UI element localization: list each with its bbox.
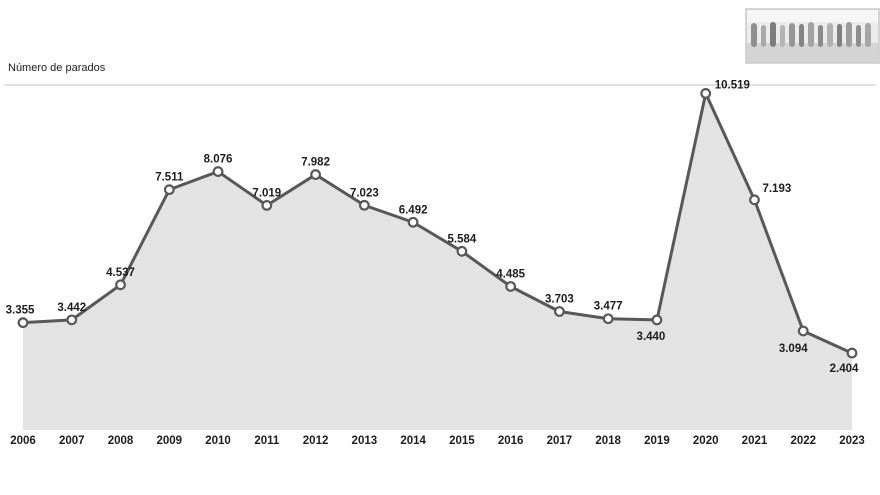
data-point-marker (115, 279, 126, 291)
data-point-label: 3.355 (6, 305, 35, 317)
unemployment-queue-photo (745, 8, 880, 64)
data-point-marker (554, 306, 565, 317)
data-point-label: 8.076 (204, 154, 233, 166)
x-axis-label: 2012 (303, 435, 329, 447)
data-point-label: 4.485 (496, 268, 525, 280)
data-point-marker (358, 199, 370, 211)
data-point-label: 5.584 (447, 233, 476, 245)
data-point-marker (505, 281, 517, 292)
x-axis-label: 2010 (205, 435, 231, 447)
data-point-marker (602, 313, 614, 325)
x-axis-label: 2020 (693, 435, 719, 447)
data-point-marker (700, 87, 712, 99)
data-point-label: 4.537 (106, 267, 135, 279)
data-point-label: 7.019 (252, 187, 281, 199)
x-axis-label: 2017 (547, 435, 573, 447)
chart-area-fill (23, 93, 852, 430)
x-axis-label: 2008 (108, 435, 134, 447)
data-point-label: 7.511 (155, 172, 184, 184)
data-point-marker (651, 314, 663, 326)
data-point-label: 7.982 (301, 157, 330, 169)
photo-frame (746, 9, 879, 63)
x-axis-label: 2006 (10, 435, 36, 447)
x-axis-label: 2011 (254, 435, 280, 447)
data-point-label: 3.094 (779, 343, 808, 355)
data-point-marker (66, 314, 78, 326)
chart-title: Número de parados (8, 62, 106, 74)
data-point-marker (846, 347, 858, 359)
x-axis-label: 2013 (352, 435, 378, 447)
data-point-marker (456, 245, 468, 257)
data-point-label: 2.404 (830, 363, 859, 375)
data-point-label: 7.193 (762, 183, 791, 195)
x-axis-label: 2009 (156, 435, 182, 447)
x-axis-label: 2021 (742, 435, 768, 447)
data-point-label: 3.442 (57, 302, 86, 314)
x-axis-label: 2022 (790, 435, 816, 447)
x-axis-label: 2018 (595, 435, 621, 447)
chart-line (21, 91, 854, 355)
data-point-label: 3.703 (545, 294, 574, 306)
x-axis-label: 2016 (498, 435, 524, 447)
data-point-marker (310, 169, 321, 180)
x-axis-label: 2019 (644, 435, 670, 447)
data-point-label: 7.023 (350, 187, 379, 199)
data-point-label: 3.477 (594, 301, 623, 313)
photo-sky (746, 9, 879, 22)
data-point-label: 6.492 (399, 204, 428, 216)
data-point-marker (261, 199, 273, 211)
data-point-label: 10.519 (715, 79, 750, 91)
data-point-marker (797, 325, 809, 337)
data-point-marker (17, 317, 29, 329)
data-point-marker (749, 194, 760, 206)
x-axis-label: 2007 (59, 435, 85, 447)
x-axis-label: 2015 (449, 435, 475, 447)
data-point-marker (407, 216, 419, 228)
photo-people-silhouettes (751, 22, 871, 47)
data-point-label: 3.440 (637, 331, 666, 343)
x-axis-label: 2023 (839, 435, 865, 447)
data-point-marker (163, 184, 175, 196)
x-axis-label: 2014 (400, 435, 426, 447)
data-point-marker (212, 166, 224, 177)
photo-ground (746, 43, 879, 63)
